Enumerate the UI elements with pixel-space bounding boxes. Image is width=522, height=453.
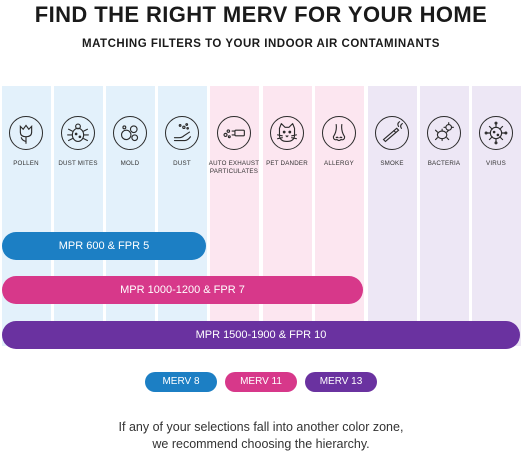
cat-icon <box>270 116 304 150</box>
page-title: FIND THE RIGHT MERV FOR YOUR HOME <box>34 2 488 27</box>
filter-bar-mpr-1500: MPR 1500-1900 & FPR 10 <box>2 321 520 349</box>
label-virus: VIRUS <box>486 160 506 167</box>
footnote-line-1: If any of your selections fall into anot… <box>118 420 404 434</box>
tulip-icon <box>9 116 43 150</box>
label-allergy: ALLERGY <box>324 160 354 167</box>
label-auto-exhaust: AUTO EXHAUST PARTICULATES <box>206 160 262 176</box>
label-auto-exhaust-line1: AUTO EXHAUST <box>208 160 260 167</box>
label-bacteria: BACTERIA <box>427 160 461 167</box>
legend-merv-8: MERV 8 <box>145 372 217 392</box>
mold-icon <box>113 116 147 150</box>
label-dust: DUST <box>173 160 191 167</box>
dust-hand-icon <box>165 116 199 150</box>
exhaust-pipe-icon <box>217 116 251 150</box>
cigarette-icon <box>375 116 409 150</box>
filter-bar-mpr-600: MPR 600 & FPR 5 <box>2 232 206 260</box>
label-pet-dander: PET DANDER <box>266 160 308 167</box>
mite-icon <box>61 116 95 150</box>
label-auto-exhaust-line2: PARTICULATES <box>209 168 259 175</box>
footnote-line-2: we recommend choosing the hierarchy. <box>152 437 370 451</box>
bacteria-icon <box>427 116 461 150</box>
legend-merv-13: MERV 13 <box>305 372 377 392</box>
label-mold: MOLD <box>120 160 140 167</box>
label-dust-mites: DUST MITES <box>58 160 98 167</box>
nose-icon <box>322 116 356 150</box>
legend-merv-11: MERV 11 <box>225 372 297 392</box>
label-pollen: POLLEN <box>13 160 39 167</box>
filter-bar-mpr-1000: MPR 1000-1200 & FPR 7 <box>2 276 363 304</box>
virus-icon <box>479 116 513 150</box>
page-subtitle: MATCHING FILTERS TO YOUR INDOOR AIR CONT… <box>82 38 440 50</box>
label-smoke: SMOKE <box>380 160 404 167</box>
